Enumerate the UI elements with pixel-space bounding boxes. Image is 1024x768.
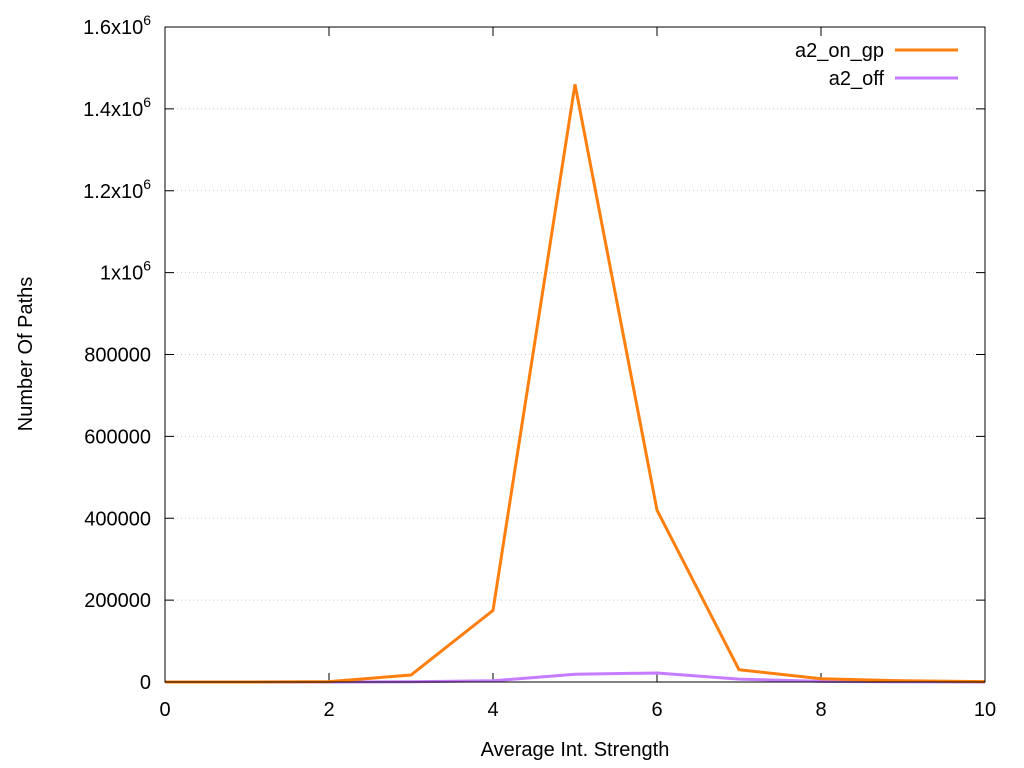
y-tick-label: 600000: [84, 426, 151, 448]
y-tick-label-exponent: 6: [143, 94, 151, 110]
plot-frame: [164, 26, 986, 683]
y-tick-label: 1.4x106: [83, 94, 151, 121]
x-tick-label: 0: [159, 699, 170, 721]
grid-lines: [165, 108, 985, 601]
x-tick-label: 2: [323, 699, 334, 721]
x-tick-labels: 0 2 4 6 8 10: [159, 699, 996, 721]
y-tick-label: 1.2x106: [83, 176, 151, 203]
legend-label: a2_on_gp: [795, 40, 884, 62]
y-tick-label: 400000: [84, 508, 151, 530]
y-tick-label-exponent: 6: [143, 258, 151, 274]
y-axis-title: Number Of Paths: [15, 277, 37, 432]
y-tick-label: 1x106: [100, 258, 151, 285]
x-tick-label: 8: [815, 699, 826, 721]
y-tick-label: 800000: [84, 345, 151, 367]
y-tick-label-base: 1.4x10: [83, 99, 143, 121]
x-tick-label: 10: [974, 699, 996, 721]
x-tick-label: 4: [487, 699, 498, 721]
legend-label: a2_off: [829, 68, 885, 90]
series-lines: [165, 84, 986, 684]
y-tick-label-exponent: 6: [143, 176, 151, 192]
y-tick-label-base: 1x10: [100, 263, 143, 285]
y-tick-label-base: 1.6x10: [83, 17, 143, 39]
y-tick-label: 200000: [84, 590, 151, 612]
y-tick-label: 0: [140, 672, 151, 694]
legend: a2_on_gp a2_off: [795, 40, 958, 90]
series-line-a2_on_gp: [165, 84, 986, 684]
y-tick-label: 1.6x106: [83, 12, 151, 39]
y-tick-labels: 02000004000006000008000001x1061.2x1061.4…: [83, 12, 151, 694]
y-tick-label-exponent: 6: [143, 12, 151, 28]
y-tick-label-base: 1.2x10: [83, 181, 143, 203]
x-tick-label: 6: [651, 699, 662, 721]
x-axis-title: Average Int. Strength: [481, 739, 670, 761]
